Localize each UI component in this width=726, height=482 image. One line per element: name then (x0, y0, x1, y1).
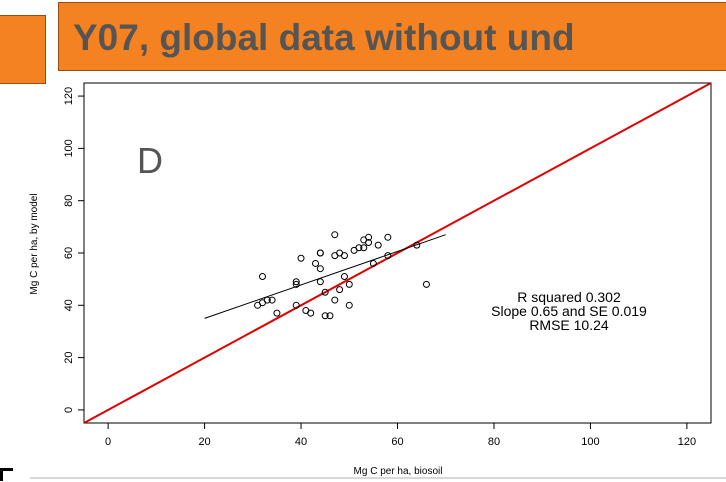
y-tick-label: 80 (63, 195, 75, 207)
x-tick-label: 20 (198, 436, 210, 448)
y-tick-label: 40 (63, 299, 75, 311)
y-tick-label: 60 (63, 247, 75, 259)
data-point (316, 265, 324, 273)
panel-letter: D (137, 140, 163, 181)
fit-lines (84, 83, 711, 423)
x-tick-label: 60 (391, 436, 403, 448)
x-axis-title: Mg C per ha, biosoil (354, 466, 443, 477)
data-point (258, 273, 266, 281)
data-point (369, 259, 377, 267)
x-tick-label: 80 (488, 436, 500, 448)
data-point (321, 288, 329, 296)
data-point (384, 233, 392, 241)
data-point (292, 301, 300, 309)
x-tick-label: 120 (678, 436, 696, 448)
data-point (268, 296, 276, 304)
y-axis: 0 20 40 60 80 100 120 (63, 87, 84, 413)
data-point (263, 296, 271, 304)
left-header-block (0, 15, 46, 84)
y-tick-label: 0 (63, 407, 75, 413)
data-point (292, 278, 300, 286)
y-tick-label: 100 (63, 139, 75, 157)
x-tick-label: 100 (581, 436, 599, 448)
corner-mark (0, 468, 13, 481)
identity-line (84, 83, 711, 423)
data-point (355, 244, 363, 252)
data-point (365, 233, 373, 241)
data-point (360, 244, 368, 252)
bottom-rule (30, 477, 726, 479)
data-point (331, 231, 339, 239)
data-points (254, 231, 430, 320)
data-point (340, 273, 348, 281)
data-point (316, 278, 324, 286)
data-point (336, 286, 344, 294)
data-point (340, 252, 348, 260)
x-tick-label: 40 (295, 436, 307, 448)
y-axis-title: Mg C per ha, by model (29, 193, 40, 294)
data-point (422, 280, 430, 288)
data-point (312, 259, 320, 267)
data-point (331, 296, 339, 304)
data-point (345, 301, 353, 309)
y-tick-label: 120 (63, 87, 75, 105)
data-point (384, 252, 392, 260)
data-point (292, 280, 300, 288)
page-title: Y07, global data without und (58, 2, 726, 71)
data-point (316, 249, 324, 257)
x-axis: 0 20 40 60 80 100 120 (105, 423, 696, 448)
data-point (413, 241, 421, 249)
data-point (365, 239, 373, 247)
data-point (297, 254, 305, 262)
r-squared-text: R squared 0.302 (517, 289, 621, 305)
data-point (345, 280, 353, 288)
x-tick-label: 0 (105, 436, 111, 448)
regression-line (204, 234, 446, 319)
rmse-text: RMSE 10.24 (529, 317, 609, 333)
data-point (374, 241, 382, 249)
y-tick-label: 20 (63, 351, 75, 363)
slope-text: Slope 0.65 and SE 0.019 (491, 303, 647, 319)
data-point (326, 312, 334, 320)
data-point (307, 309, 315, 317)
data-point (321, 312, 329, 320)
data-point (273, 309, 281, 317)
